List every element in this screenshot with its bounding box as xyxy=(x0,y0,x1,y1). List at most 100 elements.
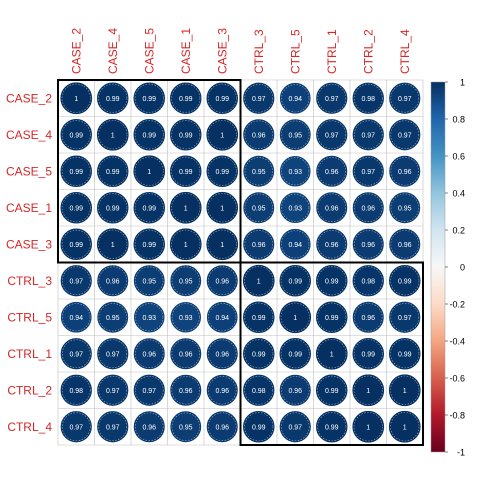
corr-circle-ring xyxy=(244,193,273,222)
corr-circle-ring xyxy=(317,412,347,442)
corr-circle xyxy=(315,227,349,261)
corr-value-label: 1 xyxy=(74,96,78,103)
corr-value-label: 0.93 xyxy=(142,315,156,322)
color-legend: 1 0.8 0.6 0.4 0.2 0 -0.2 -0.4 -0.6 -0.8 -1 xyxy=(430,78,465,458)
corr-circle-ring xyxy=(98,375,128,405)
corr-value-label: 0.96 xyxy=(325,205,339,212)
corr-circle xyxy=(242,410,276,444)
corr-circle xyxy=(388,300,422,334)
column-label: CASE_1 xyxy=(179,28,193,74)
corr-circle-ring xyxy=(61,412,91,442)
corr-circle-ring xyxy=(244,339,274,369)
corr-value-label: 0.96 xyxy=(361,315,375,322)
corr-circle xyxy=(278,337,312,371)
corr-value-label: 0.99 xyxy=(142,132,156,139)
corr-circle-ring xyxy=(135,339,164,368)
corr-circle-ring xyxy=(353,156,383,186)
corr-circle-ring xyxy=(61,339,91,369)
corr-circle-ring xyxy=(244,230,273,259)
corr-circle-ring xyxy=(208,339,237,368)
corr-circle xyxy=(351,81,385,115)
column-label: CTRL_2 xyxy=(361,29,375,74)
corr-value-label: 0.96 xyxy=(325,242,339,249)
column-label: CTRL_1 xyxy=(325,29,339,74)
corr-circle-ring xyxy=(207,120,237,150)
corr-circle-ring xyxy=(280,266,310,296)
corr-value-label: 0.99 xyxy=(398,351,412,358)
corr-circle-ring xyxy=(62,303,91,332)
corr-value-label: 0.99 xyxy=(142,242,156,249)
corr-circle-ring xyxy=(244,120,273,149)
corr-circle xyxy=(279,118,312,151)
column-label: CTRL_3 xyxy=(252,29,266,74)
corr-circle xyxy=(59,373,93,407)
corr-circle-ring xyxy=(134,375,164,405)
corr-value-label: 0.95 xyxy=(252,205,266,212)
corr-circle-ring xyxy=(208,376,237,405)
corr-value-label: 1 xyxy=(403,388,407,395)
corr-circle-ring xyxy=(98,83,128,113)
correlation-circles xyxy=(59,81,422,444)
corr-value-label: 0.98 xyxy=(361,278,375,285)
corr-circle-ring xyxy=(390,157,419,186)
legend-tick-label: 0.2 xyxy=(452,226,465,236)
corr-value-label: 1 xyxy=(220,205,224,212)
corr-value-label: 0.95 xyxy=(106,315,120,322)
corr-circle xyxy=(351,191,385,225)
corr-circle-ring xyxy=(207,83,237,113)
corr-circle-ring xyxy=(390,412,420,442)
corr-circle-ring xyxy=(317,339,347,369)
corr-value-label: 0.99 xyxy=(179,169,193,176)
corr-circle xyxy=(315,373,349,407)
row-label: CASE_4 xyxy=(6,128,52,142)
legend-tick-label: 0 xyxy=(460,263,465,273)
corr-circle xyxy=(96,191,130,225)
corr-circle xyxy=(242,373,276,407)
corr-circle xyxy=(205,227,239,261)
corr-circle-ring xyxy=(390,266,420,296)
corr-value-label: 0.97 xyxy=(361,169,375,176)
corr-circle xyxy=(279,155,312,188)
corr-value-label: 0.95 xyxy=(252,169,266,176)
corr-value-label: 0.95 xyxy=(179,278,193,285)
corr-circle xyxy=(205,337,239,371)
column-label: CTRL_5 xyxy=(288,29,302,74)
corr-circle xyxy=(133,301,166,334)
corr-value-label: 0.99 xyxy=(106,205,120,212)
corr-circle xyxy=(388,118,422,152)
corr-circle-ring xyxy=(390,83,420,113)
corr-circle xyxy=(132,154,166,188)
corr-value-label: 0.99 xyxy=(215,96,229,103)
corr-circle-ring xyxy=(135,412,164,441)
corr-circle-ring xyxy=(61,229,91,259)
corr-value-label: 0.98 xyxy=(361,96,375,103)
legend-tick-label: -0.6 xyxy=(449,374,465,384)
corr-circle xyxy=(278,264,312,298)
corr-value-label: 0.99 xyxy=(252,315,266,322)
corr-circle-ring xyxy=(317,120,347,150)
corr-circle-ring xyxy=(98,120,128,150)
corr-circle xyxy=(351,154,385,188)
corr-circle xyxy=(132,118,166,152)
corr-circle-ring xyxy=(353,120,383,150)
corr-value-label: 0.99 xyxy=(69,205,83,212)
corr-circle-ring xyxy=(98,193,128,223)
corr-value-label: 1 xyxy=(366,388,370,395)
corr-value-label: 0.95 xyxy=(288,132,302,139)
corr-value-label: 0.95 xyxy=(398,205,412,212)
legend-tick-label: -0.8 xyxy=(449,411,465,421)
corr-value-label: 0.99 xyxy=(69,132,83,139)
corr-circle-ring xyxy=(317,266,347,296)
legend-tick-label: -0.2 xyxy=(449,300,465,310)
corr-value-label: 0.96 xyxy=(325,169,339,176)
corr-circle xyxy=(96,154,130,188)
corr-circle xyxy=(59,81,93,115)
row-label: CTRL_3 xyxy=(7,274,52,288)
corr-circle xyxy=(205,373,239,407)
corr-circle xyxy=(96,373,130,407)
cluster-boxes xyxy=(57,79,424,446)
corr-circle xyxy=(169,264,202,297)
corr-value-label: 0.99 xyxy=(69,169,83,176)
corr-circle-ring xyxy=(98,156,128,186)
